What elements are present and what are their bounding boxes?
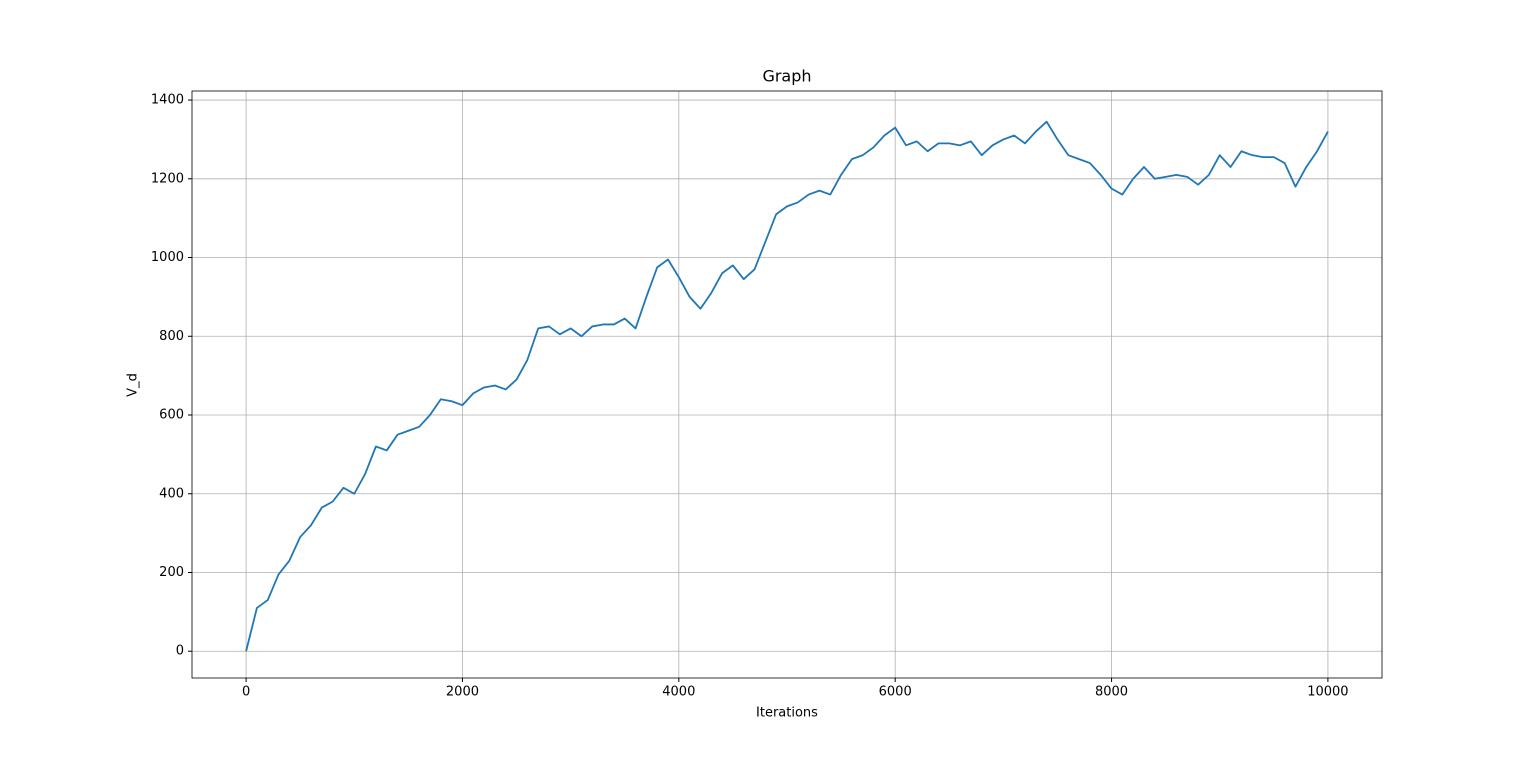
plot-frame xyxy=(191,90,1383,679)
x-tick-label: 6000 xyxy=(879,685,912,700)
y-tick-label: 1400 xyxy=(151,93,184,108)
y-axis-label: V_d xyxy=(126,373,141,397)
y-tick-label: 800 xyxy=(159,329,184,344)
x-tick-label: 4000 xyxy=(662,685,695,700)
y-tick-label: 0 xyxy=(176,644,184,659)
data-line xyxy=(245,120,1329,652)
chart-title: Graph xyxy=(762,67,811,86)
x-tick-label: 8000 xyxy=(1095,685,1128,700)
y-tick-label: 1200 xyxy=(151,171,184,186)
y-tick-label: 200 xyxy=(159,565,184,580)
x-axis-label: Iterations xyxy=(756,706,818,721)
y-tick-label: 1000 xyxy=(151,250,184,265)
x-tick-label: 2000 xyxy=(446,685,479,700)
x-tick-label: 0 xyxy=(242,685,250,700)
y-tick-label: 400 xyxy=(159,486,184,501)
x-tick-label: 10000 xyxy=(1307,685,1348,700)
y-tick-label: 600 xyxy=(159,408,184,423)
